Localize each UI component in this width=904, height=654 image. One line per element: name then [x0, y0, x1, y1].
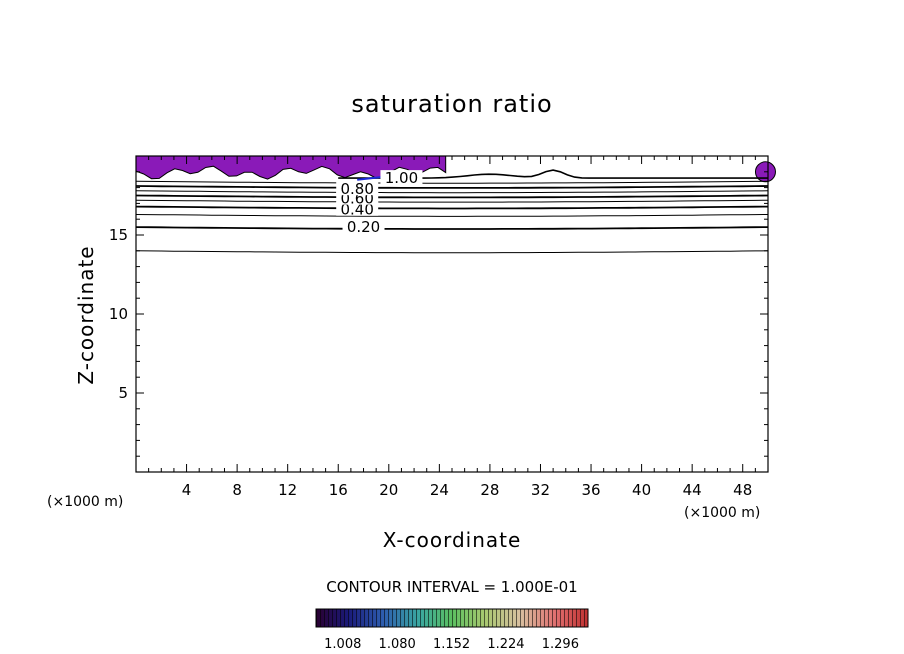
- y-tick-label: 10: [109, 305, 128, 323]
- x-tick-label: 16: [329, 481, 348, 499]
- contour-label-bg: [380, 170, 423, 185]
- colorbar-tick-label: 1.080: [379, 637, 416, 652]
- contour-line-0.7: [135, 190, 769, 194]
- contour-interval-text: CONTOUR INTERVAL = 1.000E-01: [326, 578, 577, 596]
- colorbar: 1.008 1.080 1.152 1.224 1.296: [315, 608, 589, 652]
- x-tick-label: 20: [379, 481, 398, 499]
- plot-frame: [135, 155, 769, 473]
- contour-line-0.8: [135, 185, 769, 189]
- contour-line-0.9: [135, 180, 769, 184]
- contour-line-0.4: [135, 205, 769, 210]
- x-tick-label: 36: [581, 481, 600, 499]
- x-tick-label: 40: [632, 481, 651, 499]
- supersaturation-region: [135, 155, 447, 180]
- x-tick-label: 8: [232, 481, 242, 499]
- colorbar-tick-label: 1.224: [487, 637, 524, 652]
- contour-label: 1.00: [385, 169, 418, 187]
- x-axis-label: X-coordinate: [383, 528, 522, 552]
- x-tick-label: 48: [733, 481, 752, 499]
- colorbar-stripes: [316, 609, 588, 627]
- contour-line-0.3: [135, 214, 769, 217]
- contour-label: 0.80: [340, 180, 373, 198]
- colorbar-frame: [315, 608, 589, 628]
- contour-line-0.2: [135, 226, 769, 230]
- x-tick-label: 28: [480, 481, 499, 499]
- colorbar-tick-label: 1.008: [324, 637, 361, 652]
- chart-title: saturation ratio: [351, 90, 552, 118]
- x-unit-left: (×1000 m): [47, 494, 123, 510]
- contour-label-bg: [336, 181, 379, 196]
- contour-line-0.5: [135, 199, 769, 203]
- x-tick-label: 32: [531, 481, 550, 499]
- contour-label: 0.20: [347, 218, 380, 236]
- contour-label-bg: [336, 201, 379, 216]
- y-tick-label: 5: [118, 384, 128, 402]
- x-tick-label: 12: [278, 481, 297, 499]
- x-unit-right: (×1000 m): [684, 505, 760, 521]
- y-axis-label: Z-coordinate: [74, 245, 98, 384]
- x-tick-label: 44: [683, 481, 702, 499]
- contour-line-0.1: [135, 250, 769, 254]
- y-tick-label: 15: [109, 226, 128, 244]
- colorbar-tick-label: 1.152: [433, 637, 470, 652]
- contour-label-bg: [342, 219, 385, 234]
- contour-label: 0.40: [340, 201, 373, 219]
- x-tick-label: 4: [182, 481, 192, 499]
- colorbar-tick-label: 1.296: [542, 637, 579, 652]
- colorbar-labels: 1.008 1.080 1.152 1.224 1.296: [324, 637, 579, 652]
- contour-line-0.6: [135, 194, 769, 199]
- x-tick-label: 24: [430, 481, 449, 499]
